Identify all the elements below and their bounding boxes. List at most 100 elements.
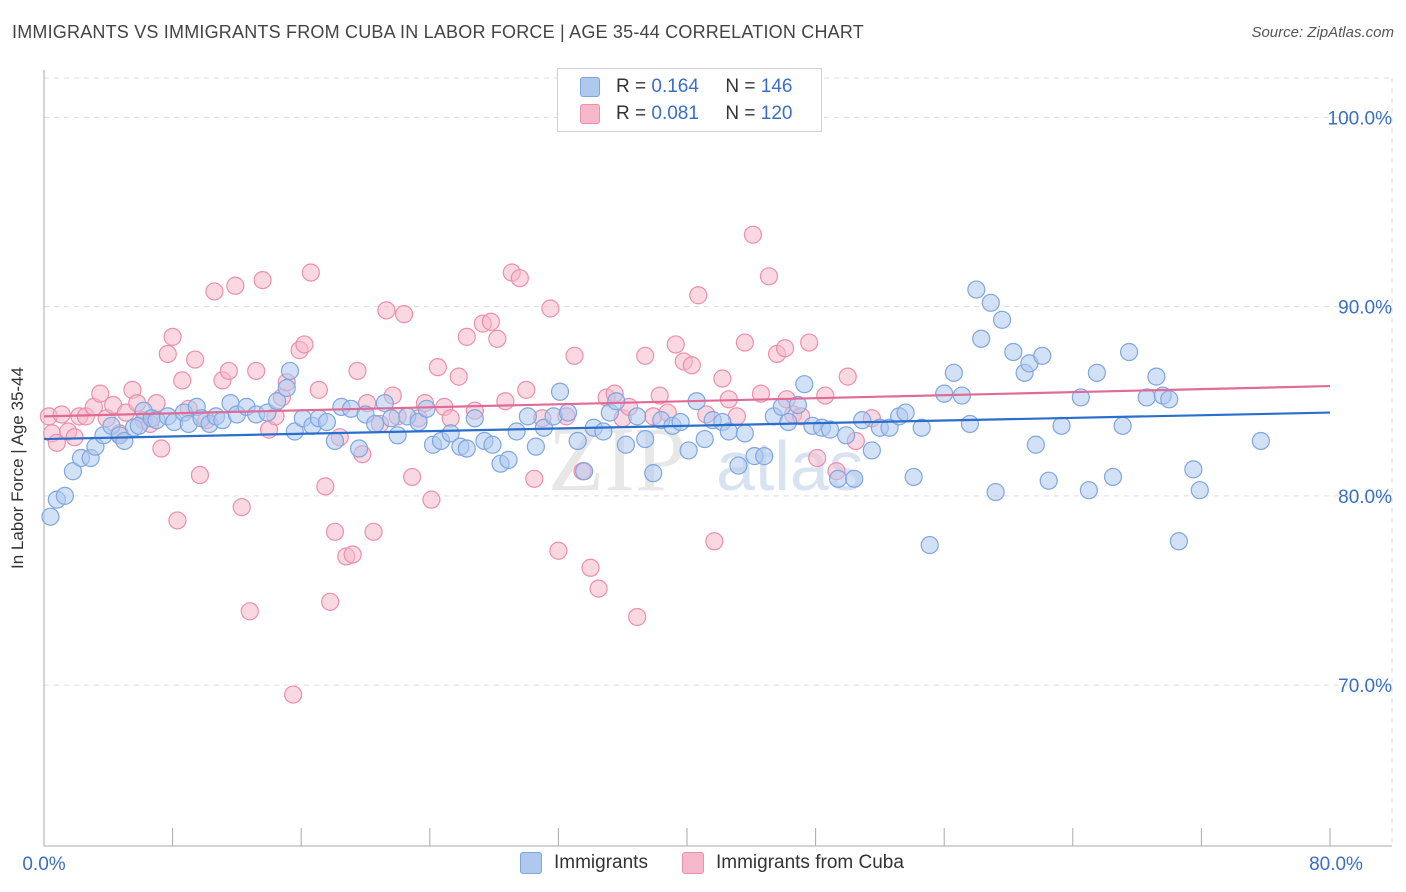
legend-n-label: N =	[725, 76, 756, 97]
legend-swatch-blue	[580, 77, 600, 97]
data-point	[751, 384, 771, 403]
data-point	[349, 439, 369, 458]
stats-legend: R = 0.164 N = 146 R = 0.081 N = 120	[557, 68, 822, 132]
legend-n-value: 120	[760, 103, 793, 124]
data-point	[441, 424, 460, 443]
data-point	[607, 392, 626, 411]
data-point	[820, 420, 840, 439]
data-point	[565, 346, 584, 365]
data-point	[1190, 481, 1209, 500]
data-point	[63, 462, 83, 481]
data-point	[325, 431, 345, 451]
data-point	[280, 361, 300, 381]
legend-row-immigrants: R = 0.164 N = 146	[580, 75, 792, 99]
data-point	[377, 301, 396, 320]
data-point	[366, 414, 385, 434]
data-point	[992, 310, 1012, 329]
data-point	[981, 293, 1000, 312]
series-legend: Immigrants Immigrants from Cuba	[520, 852, 938, 874]
data-point	[253, 270, 272, 290]
data-point	[541, 299, 560, 318]
data-point	[935, 384, 954, 403]
data-point	[168, 511, 187, 530]
legend-label-immigrants: Immigrants	[554, 852, 648, 873]
data-point	[644, 464, 663, 483]
x-tick-label: 0.0%	[22, 854, 65, 875]
data-point	[862, 441, 881, 460]
data-point	[158, 344, 177, 364]
legend-item-cuba[interactable]: Immigrants from Cuba	[681, 852, 904, 874]
data-point	[671, 412, 690, 432]
data-point	[912, 418, 931, 437]
data-point	[226, 276, 245, 295]
legend-swatch-pink	[580, 104, 600, 124]
data-point	[788, 395, 808, 415]
chart-source: Source: ZipAtlas.com	[1251, 24, 1394, 41]
data-point	[808, 448, 827, 468]
data-point	[550, 382, 570, 401]
series-immigrants-points	[41, 280, 1270, 555]
data-point	[666, 335, 685, 354]
data-point	[496, 392, 515, 411]
data-point	[853, 411, 872, 430]
data-point	[1103, 467, 1123, 487]
data-point	[394, 305, 414, 324]
y-tick-label: 90.0%	[1338, 298, 1392, 319]
data-point	[277, 378, 296, 398]
data-point	[944, 363, 963, 382]
data-point	[526, 437, 545, 456]
data-point	[1160, 390, 1179, 409]
data-point	[549, 541, 568, 560]
data-point	[1087, 363, 1107, 382]
data-point	[845, 469, 864, 488]
data-point	[829, 469, 848, 488]
legend-n-label: N =	[725, 103, 756, 124]
data-point	[186, 350, 205, 369]
data-point	[517, 380, 536, 399]
data-point	[558, 403, 578, 422]
data-point	[972, 329, 991, 348]
trend-lines	[43, 384, 1331, 441]
data-point	[428, 358, 447, 377]
data-point	[636, 429, 655, 449]
data-point	[986, 482, 1005, 502]
data-point	[1079, 481, 1098, 500]
legend-r-value: 0.164	[651, 76, 699, 97]
legend-label-cuba: Immigrants from Cuba	[715, 852, 904, 873]
data-point	[41, 507, 60, 526]
legend-n-value: 146	[760, 76, 793, 97]
data-point	[403, 467, 422, 487]
data-point	[779, 412, 798, 432]
data-point	[759, 267, 779, 286]
data-point	[636, 346, 655, 365]
data-point	[1071, 388, 1090, 407]
data-point	[232, 498, 251, 517]
data-point	[152, 439, 171, 458]
data-point	[705, 532, 724, 551]
legend-item-immigrants[interactable]: Immigrants	[520, 852, 648, 874]
y-tick-label: 80.0%	[1338, 487, 1392, 508]
data-point	[960, 414, 980, 434]
data-point	[1184, 460, 1203, 479]
data-point	[775, 339, 795, 358]
legend-r-value: 0.081	[651, 103, 699, 124]
data-point	[795, 375, 814, 394]
data-point	[679, 441, 698, 460]
data-point	[457, 327, 476, 346]
data-point	[735, 424, 754, 443]
data-point	[343, 545, 362, 564]
data-point	[568, 431, 587, 451]
data-point	[317, 412, 337, 432]
data-point	[364, 522, 383, 541]
data-point	[1251, 431, 1270, 451]
data-point	[713, 369, 732, 388]
data-point	[205, 282, 224, 301]
data-point	[240, 602, 259, 621]
data-point	[163, 327, 182, 346]
data-point	[510, 269, 529, 288]
data-point	[755, 447, 774, 466]
data-point	[457, 439, 476, 458]
data-point	[417, 399, 436, 418]
data-point	[967, 280, 986, 299]
